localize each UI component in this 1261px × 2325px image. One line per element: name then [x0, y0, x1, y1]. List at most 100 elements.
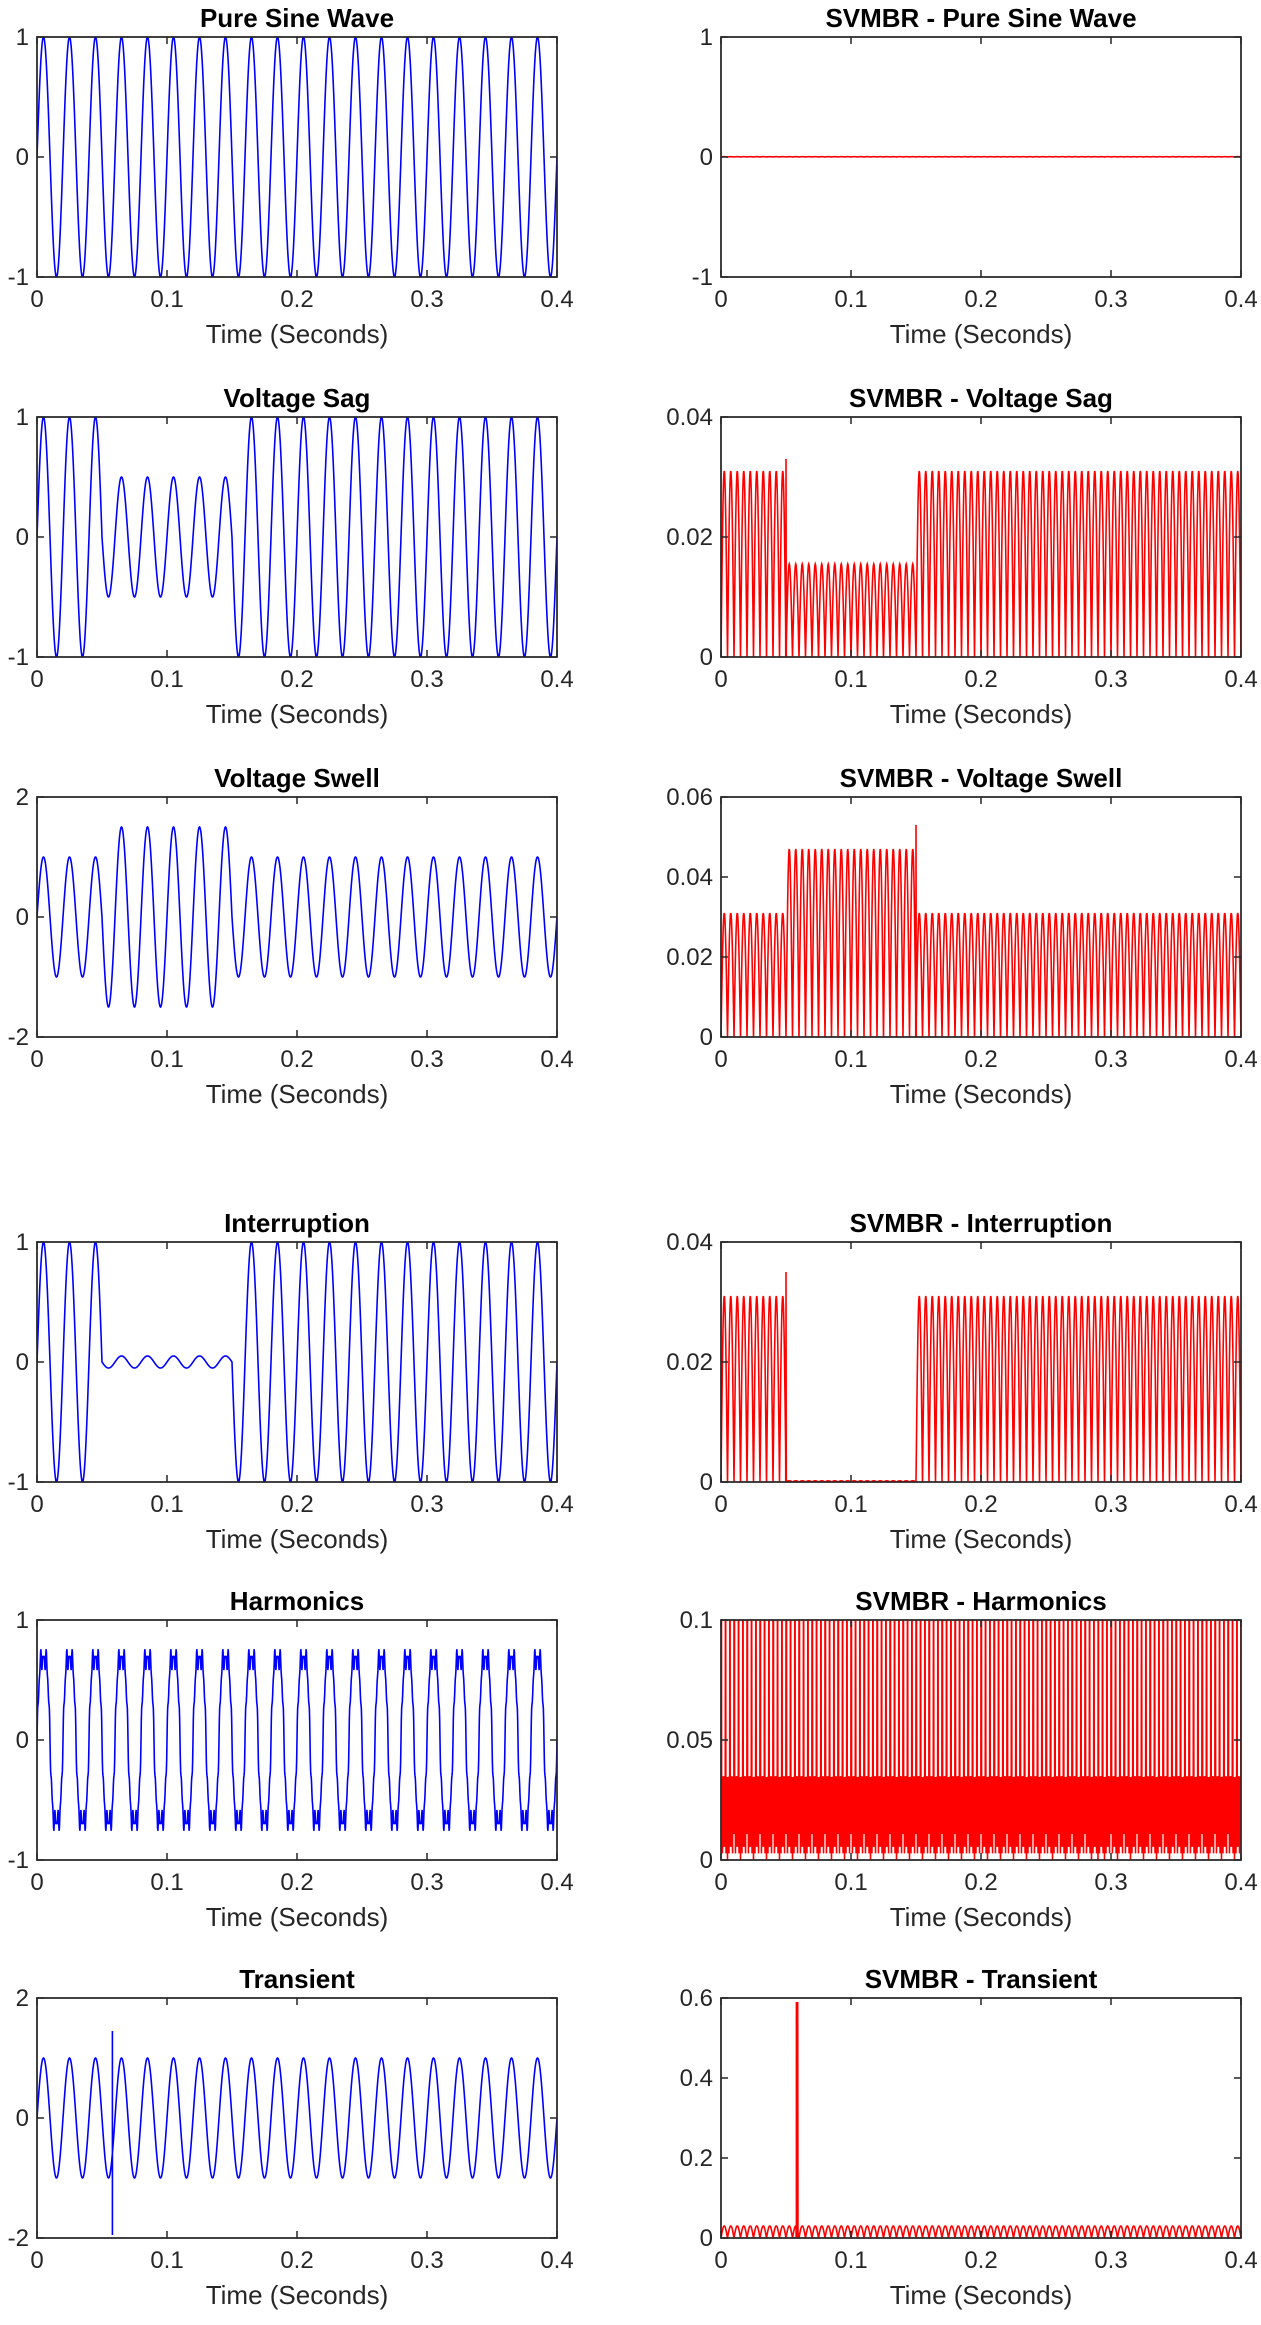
y-tick-label: 0.04 — [666, 864, 713, 891]
y-tick-label: 0 — [16, 2105, 29, 2132]
series-line-p4 — [721, 458, 1241, 657]
x-tick-label: 0.3 — [1094, 1046, 1127, 1073]
subplot-p12: 0 0.1 0.2 0.3 0.4 0 0.2 0.4 0.6 SVMBR - Transient… — [680, 1964, 1258, 2310]
y-tick-label: 0 — [700, 144, 713, 171]
x-tick-label: 0.2 — [964, 666, 997, 693]
x-tick-label: 0.2 — [280, 1491, 313, 1518]
x-tick-label: 0.4 — [1224, 666, 1257, 693]
x-tick-label: 0.4 — [1224, 1046, 1257, 1073]
x-axis-label: Time (Seconds) — [890, 1902, 1073, 1932]
x-tick-label: 0.1 — [150, 1491, 183, 1518]
x-tick-label: 0.2 — [964, 286, 997, 313]
y-tick-label: 0.2 — [680, 2145, 713, 2172]
y-tick-label: -2 — [8, 2225, 29, 2252]
axes-frame — [720, 1997, 1242, 2239]
x-tick-label: 0 — [714, 1869, 727, 1896]
x-tick-label: 0 — [30, 1869, 43, 1896]
subplot-title: Transient — [239, 1964, 355, 1994]
x-tick-label: 0.2 — [964, 1491, 997, 1518]
subplot-title: SVMBR - Pure Sine Wave — [825, 3, 1136, 33]
x-tick-label: 0.2 — [280, 1046, 313, 1073]
y-tick-label: 0.05 — [666, 1727, 713, 1754]
y-tick-label: 1 — [16, 24, 29, 51]
x-tick-label: 0.4 — [540, 666, 573, 693]
subplot-title: SVMBR - Harmonics — [855, 1586, 1106, 1616]
x-tick-label: 0.2 — [280, 1869, 313, 1896]
x-tick-label: 0.3 — [1094, 666, 1127, 693]
x-axis-label: Time (Seconds) — [206, 699, 389, 729]
x-tick-label: 0.3 — [1094, 2247, 1127, 2274]
x-axis-label: Time (Seconds) — [206, 2280, 389, 2310]
subplot-title: Voltage Swell — [214, 763, 380, 793]
x-axis-label: Time (Seconds) — [890, 1524, 1073, 1554]
y-tick-label: -1 — [8, 644, 29, 671]
subplot-title: Pure Sine Wave — [200, 3, 394, 33]
y-tick-label: -1 — [8, 264, 29, 291]
x-tick-label: 0.4 — [1224, 1491, 1257, 1518]
x-axis-label: Time (Seconds) — [206, 1902, 389, 1932]
subplot-title: Harmonics — [230, 1586, 364, 1616]
x-axis-label: Time (Seconds) — [206, 1079, 389, 1109]
y-tick-label: 2 — [16, 784, 29, 811]
x-tick-label: 0.3 — [410, 286, 443, 313]
x-tick-label: 0 — [714, 666, 727, 693]
y-tick-label: 0 — [700, 1024, 713, 1051]
y-tick-label: 0.04 — [666, 1229, 713, 1256]
x-tick-label: 0.4 — [540, 1491, 573, 1518]
x-axis-label: Time (Seconds) — [206, 319, 389, 349]
subplot-title: SVMBR - Transient — [865, 1964, 1098, 1994]
subplot-p4: 0 0.1 0.2 0.3 0.4 0 0.02 0.04 SVMBR - Voltage Sa… — [666, 383, 1257, 729]
x-tick-label: 0.2 — [964, 1869, 997, 1896]
x-axis-label: Time (Seconds) — [890, 699, 1073, 729]
x-tick-label: 0.1 — [834, 1046, 867, 1073]
y-tick-label: -2 — [8, 1024, 29, 1051]
y-tick-label: 0.02 — [666, 944, 713, 971]
x-tick-label: 0.4 — [540, 2247, 573, 2274]
x-tick-label: 0.1 — [834, 2247, 867, 2274]
x-tick-label: 0.3 — [1094, 1491, 1127, 1518]
series-line-p9 — [37, 1649, 557, 1831]
subplot-p8: 0 0.1 0.2 0.3 0.4 0 0.02 0.04 SVMBR - Interrupti… — [666, 1208, 1257, 1554]
x-tick-label: 0.1 — [834, 286, 867, 313]
y-tick-label: 0.02 — [666, 524, 713, 551]
x-tick-label: 0.3 — [410, 1046, 443, 1073]
x-tick-label: 0.3 — [410, 1491, 443, 1518]
x-tick-label: 0.3 — [1094, 286, 1127, 313]
x-tick-label: 0.4 — [1224, 286, 1257, 313]
x-tick-label: 0.1 — [834, 666, 867, 693]
y-tick-label: 0.04 — [666, 404, 713, 431]
series-line-p3 — [37, 417, 557, 657]
x-tick-label: 0.1 — [150, 2247, 183, 2274]
y-tick-label: 0.06 — [666, 784, 713, 811]
x-tick-label: 0.2 — [964, 1046, 997, 1073]
series-line-p5 — [37, 825, 557, 1009]
x-axis-label: Time (Seconds) — [206, 1524, 389, 1554]
subplot-p10: 0 0.1 0.2 0.3 0.4 0 0.05 0.1 SVMBR - Harmonics Ti… — [666, 1586, 1257, 1932]
x-tick-label: 0.2 — [280, 2247, 313, 2274]
subplot-p6: 0 0.1 0.2 0.3 0.4 0 0.02 0.04 0.06 SVMBR - Voltag… — [666, 763, 1257, 1109]
series-line-p10 — [721, 1620, 1241, 1860]
x-tick-label: 0.1 — [834, 1869, 867, 1896]
x-tick-label: 0.4 — [1224, 1869, 1257, 1896]
series-line-p12 — [721, 2001, 1241, 2238]
y-tick-label: -1 — [692, 264, 713, 291]
subplot-title: SVMBR - Voltage Sag — [849, 383, 1113, 413]
x-tick-label: 0.1 — [150, 286, 183, 313]
x-tick-label: 0 — [30, 286, 43, 313]
x-tick-label: 0.3 — [1094, 1869, 1127, 1896]
series-line-p1 — [37, 37, 557, 277]
y-tick-label: 0 — [16, 524, 29, 551]
y-tick-label: 1 — [16, 404, 29, 431]
x-tick-label: 0.1 — [150, 1869, 183, 1896]
y-tick-label: 1 — [700, 24, 713, 51]
x-tick-label: 0 — [714, 1046, 727, 1073]
x-tick-label: 0 — [30, 1046, 43, 1073]
